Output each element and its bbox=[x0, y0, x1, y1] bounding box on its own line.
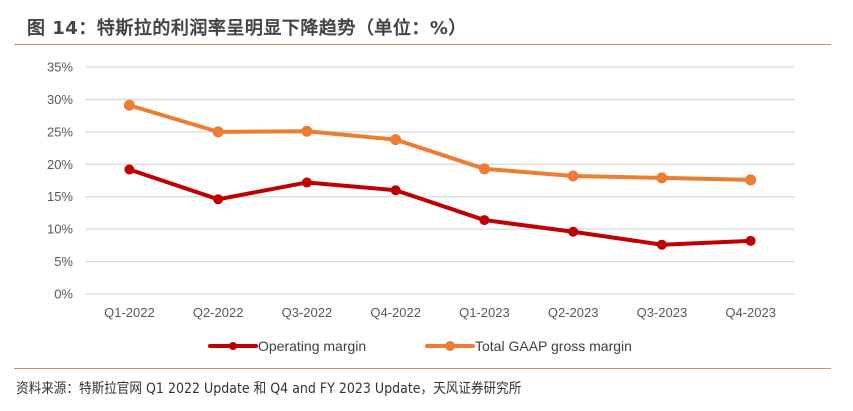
data-point bbox=[390, 185, 401, 196]
data-point bbox=[390, 134, 402, 146]
legend-item: Operating margin bbox=[208, 338, 366, 354]
data-point bbox=[656, 172, 668, 184]
series-operating-margin bbox=[124, 164, 756, 250]
x-tick-label: Q4-2022 bbox=[370, 305, 421, 320]
series-line bbox=[127, 167, 753, 247]
series-group bbox=[123, 99, 757, 250]
figure-title: 图 14：特斯拉的利润率呈明显下降趋势（单位：%） bbox=[27, 18, 467, 39]
y-tick-label: 0% bbox=[54, 287, 73, 302]
data-point bbox=[212, 126, 224, 138]
y-axis-ticks: 0% 5% 10% 15% 20% 25% 30% 35% bbox=[47, 60, 73, 302]
legend-label: Operating margin bbox=[258, 338, 366, 354]
data-point bbox=[478, 163, 490, 175]
y-tick-label: 20% bbox=[47, 157, 73, 172]
footer-divider bbox=[14, 368, 831, 369]
data-point bbox=[213, 194, 224, 205]
data-point bbox=[479, 215, 490, 226]
data-point bbox=[568, 226, 579, 237]
data-point bbox=[656, 239, 667, 250]
data-point bbox=[301, 125, 313, 137]
data-point bbox=[567, 170, 579, 182]
x-tick-label: Q3-2022 bbox=[282, 305, 333, 320]
data-point bbox=[745, 174, 757, 186]
gridlines bbox=[85, 66, 795, 295]
data-point bbox=[745, 235, 756, 246]
legend: Operating margin Total GAAP gross margin bbox=[208, 338, 632, 354]
data-point bbox=[123, 99, 135, 111]
data-point bbox=[124, 164, 135, 175]
source-note: 资料来源：特斯拉官网 Q1 2022 Update 和 Q4 and FY 20… bbox=[16, 381, 522, 397]
y-tick-label: 10% bbox=[47, 222, 73, 237]
legend-item: Total GAAP gross margin bbox=[425, 338, 632, 354]
y-tick-label: 25% bbox=[47, 124, 73, 139]
data-point bbox=[301, 177, 312, 188]
x-tick-label: Q2-2023 bbox=[548, 305, 599, 320]
x-axis-ticks: Q1-2022 Q2-2022 Q3-2022 Q4-2022 Q1-2023 Q2-20… bbox=[104, 305, 776, 320]
series-total-gaap-gross-margin bbox=[123, 99, 757, 186]
x-tick-label: Q4-2023 bbox=[725, 305, 776, 320]
x-tick-label: Q3-2023 bbox=[637, 305, 688, 320]
legend-label: Total GAAP gross margin bbox=[475, 338, 632, 354]
y-tick-label: 15% bbox=[47, 189, 73, 204]
x-tick-label: Q1-2022 bbox=[104, 305, 155, 320]
series-line bbox=[127, 103, 753, 182]
y-tick-label: 5% bbox=[54, 254, 73, 269]
y-tick-label: 35% bbox=[47, 60, 73, 75]
x-tick-label: Q2-2022 bbox=[193, 305, 244, 320]
legend-marker bbox=[229, 342, 237, 350]
y-tick-label: 30% bbox=[47, 92, 73, 107]
title-divider bbox=[14, 44, 831, 45]
x-tick-label: Q1-2023 bbox=[459, 305, 510, 320]
legend-marker bbox=[445, 341, 455, 351]
